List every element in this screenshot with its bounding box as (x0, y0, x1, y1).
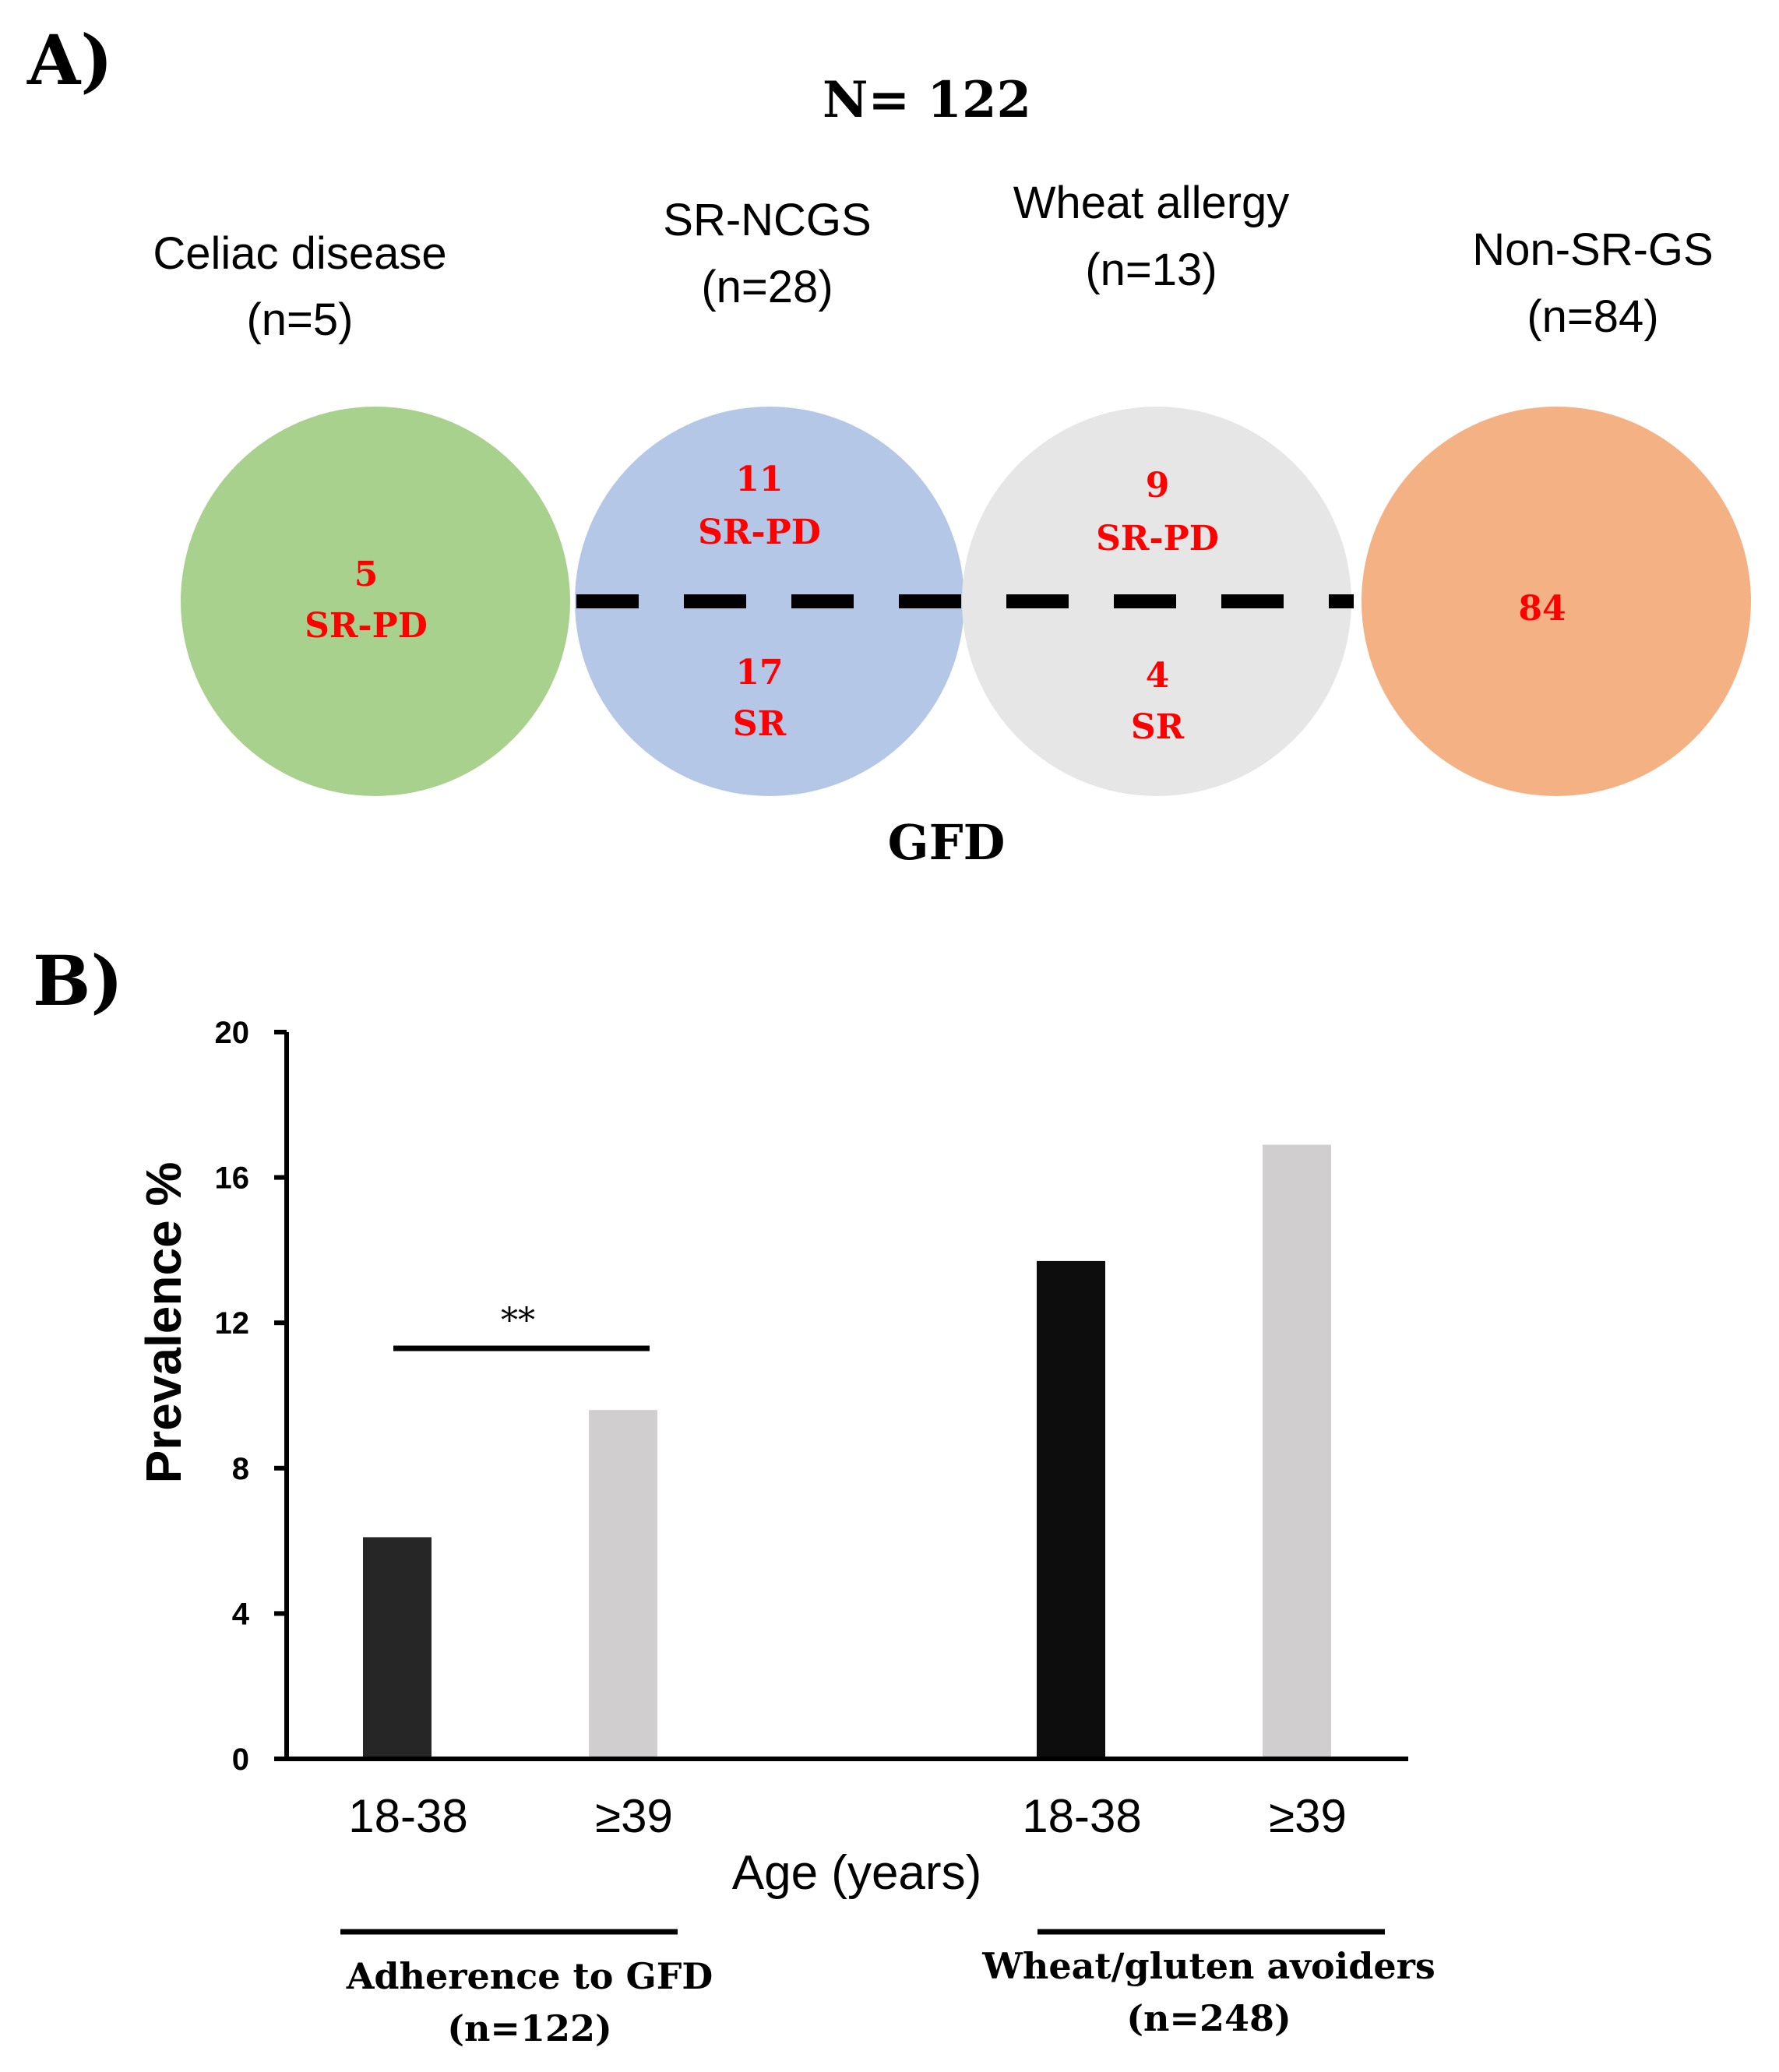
nonsrgs-count: 84 (1518, 589, 1566, 629)
x-tick-label-1: ≥39 (595, 1790, 673, 1842)
srncgs-top-count: 11 (735, 460, 783, 499)
y-tick-label-3: 12 (215, 1306, 250, 1341)
group-label-2: Wheat/gluten avoiders (981, 1945, 1436, 1987)
group-n-1: (n=122) (447, 2007, 612, 2049)
x-axis-label: Age (years) (732, 1846, 981, 1900)
panel-a: A) N= 122 Celiac disease (n=5) SR-NCGS (… (26, 19, 1751, 871)
y-axis-label: Prevalence % (136, 1162, 192, 1484)
celiac-circle (181, 407, 570, 796)
srncgs-bottom-text: SR (733, 704, 787, 744)
group-n-2: (n=248) (1126, 1997, 1291, 2039)
x-tick-labels: 18-38 ≥39 18-38 ≥39 (348, 1790, 1347, 1842)
celiac-count: 5 (354, 555, 379, 594)
total-count: N= 122 (823, 71, 1031, 129)
group-name-nonsrgs: Non-SR-GS (1472, 224, 1713, 275)
group-label-1: Adherence to GFD (346, 1955, 713, 1997)
y-tick-label-4: 16 (215, 1161, 250, 1196)
wheat-top-text: SR-PD (1096, 519, 1219, 559)
group-n-nonsrgs: (n=84) (1527, 291, 1658, 342)
celiac-text: SR-PD (305, 606, 428, 646)
gfd-label: GFD (888, 814, 1006, 871)
group-name-celiac: Celiac disease (153, 228, 446, 279)
y-tick-label-1: 4 (232, 1597, 250, 1631)
group-n-wheat: (n=13) (1085, 245, 1217, 295)
y-tick-label-5: 20 (215, 1016, 250, 1050)
x-tick-label-0: 18-38 (348, 1790, 467, 1842)
bar-3 (1263, 1144, 1331, 1759)
bar-1 (589, 1410, 657, 1759)
circle-numbers: 5 SR-PD 11 SR-PD 17 SR 9 SR-PD 4 SR 84 (305, 460, 1566, 747)
x-tick-label-2: 18-38 (1022, 1790, 1141, 1842)
wheat-top-count: 9 (1146, 466, 1170, 506)
panel-a-label: A) (26, 19, 113, 100)
y-tick-label-2: 8 (232, 1452, 249, 1486)
group-name-wheat: Wheat allergy (1013, 178, 1290, 228)
srncgs-circle (575, 407, 964, 796)
panel-b: B) Prevalence % 0 4 8 12 16 20 18-38 ≥39 18-38 ≥… (33, 940, 1436, 2049)
srncgs-bottom-count: 17 (735, 653, 783, 692)
wheat-bottom-text: SR (1131, 707, 1185, 747)
group-n-celiac: (n=5) (246, 294, 353, 345)
group-name-srncgs: SR-NCGS (663, 195, 871, 245)
srncgs-top-text: SR-PD (698, 513, 821, 552)
group-n-srncgs: (n=28) (701, 262, 833, 312)
bars (363, 1144, 1331, 1759)
bar-0 (363, 1537, 432, 1759)
y-axis: 0 4 8 12 16 20 (215, 1016, 287, 1777)
y-tick-label-0: 0 (232, 1743, 249, 1777)
panel-b-label: B) (33, 940, 123, 1021)
nonsrgs-circle (1362, 407, 1751, 796)
significance-stars: ** (501, 1301, 535, 1341)
wheat-bottom-count: 4 (1146, 656, 1170, 696)
x-tick-label-3: ≥39 (1269, 1790, 1347, 1842)
bar-2 (1037, 1260, 1105, 1759)
